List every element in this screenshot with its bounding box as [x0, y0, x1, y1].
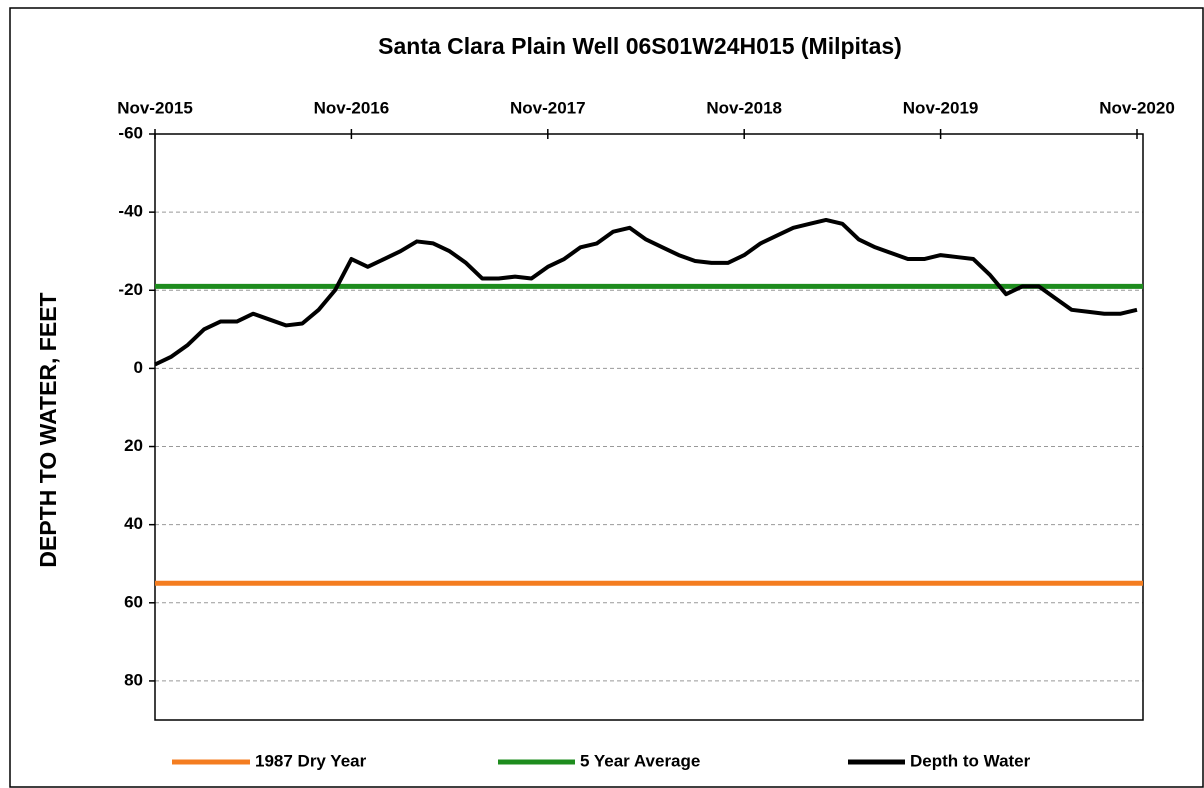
x-tick-label: Nov-2016: [314, 98, 390, 117]
x-tick-label: Nov-2020: [1099, 98, 1175, 117]
x-tick-label: Nov-2017: [510, 98, 586, 117]
y-tick-label: 20: [124, 436, 143, 455]
legend-label: Depth to Water: [910, 751, 1031, 770]
x-tick-label: Nov-2015: [117, 98, 193, 117]
plot-frame: [154, 133, 1144, 721]
data-line: [154, 217, 1138, 367]
y-tick-label: 0: [134, 358, 143, 377]
y-tick-label: -40: [118, 202, 143, 221]
x-tick-label: Nov-2019: [903, 98, 979, 117]
chart-title: Santa Clara Plain Well 06S01W24H015 (Mil…: [378, 33, 902, 59]
y-tick-label: 40: [124, 514, 143, 533]
y-tick-label: -60: [118, 123, 143, 142]
y-axis-label: DEPTH TO WATER, FEET: [35, 292, 61, 567]
x-tick-label: Nov-2018: [706, 98, 782, 117]
chart-border: [9, 7, 1204, 788]
y-tick-label: 80: [124, 670, 143, 689]
legend-label: 1987 Dry Year: [255, 751, 367, 770]
y-tick-label: -20: [118, 280, 143, 299]
legend-label: 5 Year Average: [580, 751, 700, 770]
y-tick-label: 60: [124, 592, 143, 611]
